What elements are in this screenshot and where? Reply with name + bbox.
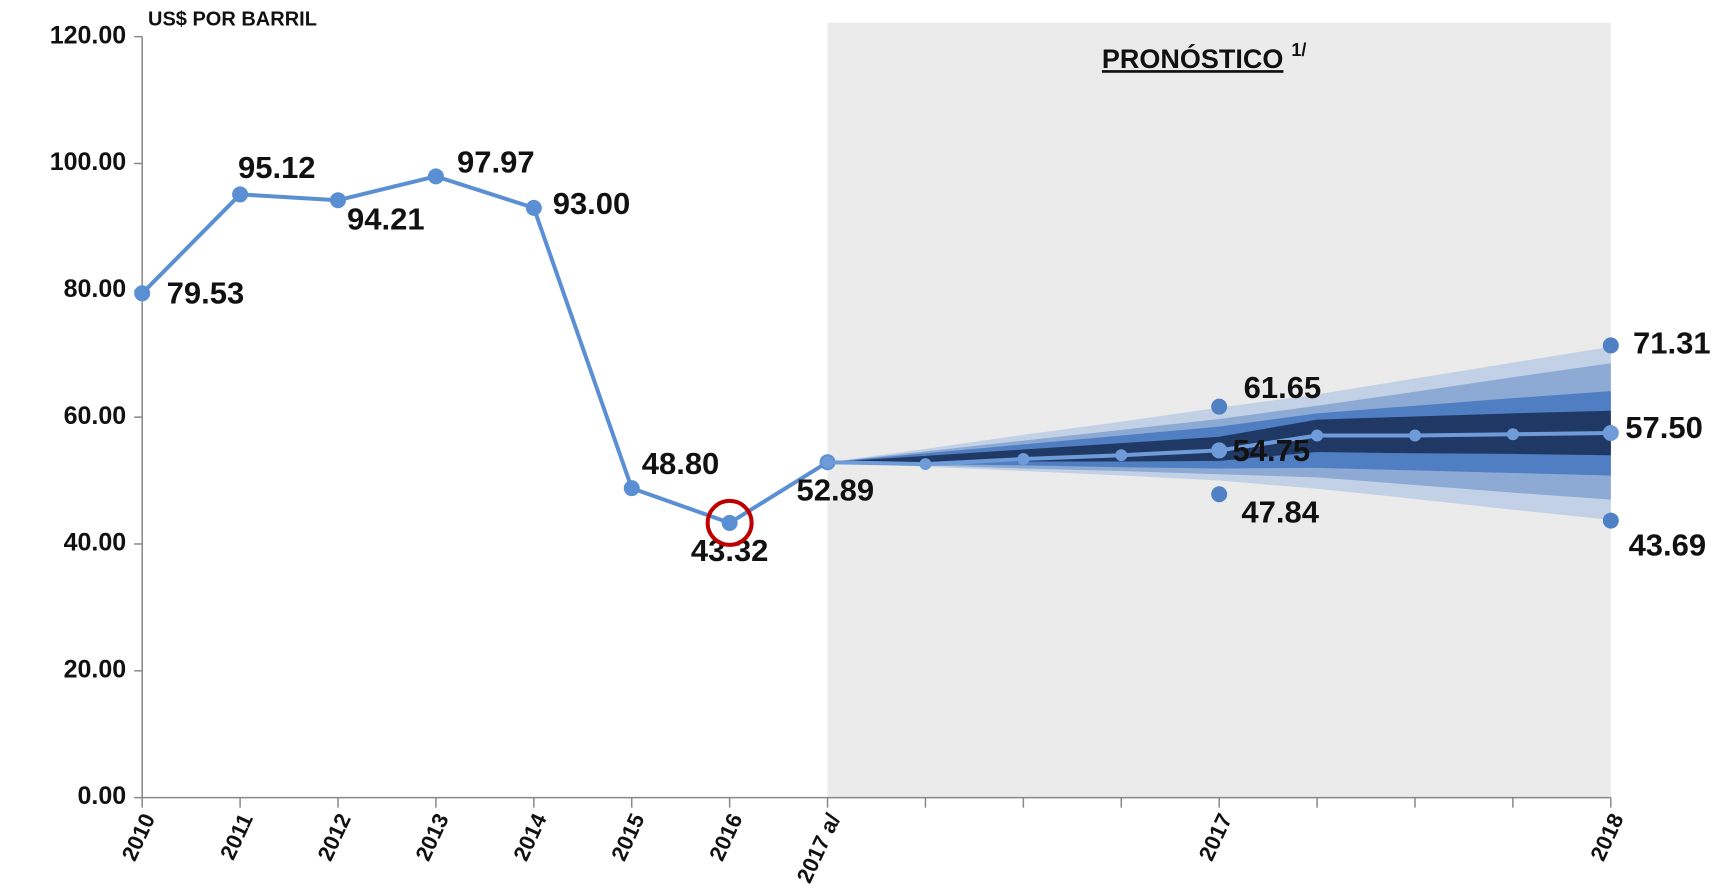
- x-tick-label: 2018: [1585, 810, 1628, 865]
- x-tick-label: 2015: [606, 810, 649, 865]
- x-tick-label: 2013: [410, 810, 453, 865]
- x-tick-label: 2012: [312, 810, 355, 865]
- y-tick-label: 40.00: [64, 529, 127, 557]
- data-label: 43.69: [1629, 527, 1707, 562]
- data-label: 54.75: [1233, 433, 1311, 468]
- data-label: 57.50: [1625, 410, 1703, 445]
- fan-band: [827, 410, 1611, 463]
- point: [919, 458, 932, 471]
- point: [721, 514, 738, 531]
- point: [1602, 337, 1619, 354]
- point: [1211, 486, 1228, 503]
- point: [1602, 512, 1619, 529]
- point: [1017, 452, 1030, 465]
- data-label: 95.12: [238, 150, 316, 185]
- y-tick-label: 120.00: [50, 21, 126, 49]
- data-label: 43.32: [691, 533, 769, 568]
- data-label: 47.84: [1241, 494, 1319, 529]
- point: [1211, 442, 1228, 459]
- data-label: 97.97: [457, 144, 535, 179]
- y-tick-label: 80.00: [64, 275, 127, 303]
- y-tick-label: 20.00: [64, 655, 127, 683]
- x-tick-label: 2014: [508, 809, 552, 865]
- point: [232, 186, 249, 203]
- line: [140, 174, 829, 525]
- forecast-annotation: PRONÓSTICO 1/: [1102, 40, 1307, 74]
- data-label: 48.80: [642, 446, 720, 481]
- point: [134, 285, 151, 302]
- x-tick-label: 2010: [117, 810, 160, 865]
- point: [623, 480, 640, 497]
- point: [1115, 449, 1128, 462]
- data-label: 94.21: [347, 201, 425, 236]
- data-label: 52.89: [797, 472, 875, 507]
- data-label: 93.00: [553, 186, 631, 221]
- x-tick-label: 2016: [704, 810, 747, 865]
- y-tick-label: 60.00: [64, 402, 127, 430]
- point: [1311, 429, 1324, 442]
- annotation-note: 1/: [1291, 40, 1306, 60]
- point: [821, 456, 834, 469]
- annotation-text: PRONÓSTICO: [1102, 43, 1284, 74]
- point: [1408, 429, 1421, 442]
- point: [1602, 424, 1619, 441]
- point: [525, 199, 542, 216]
- point: [330, 192, 347, 209]
- data-label: 61.65: [1244, 370, 1322, 405]
- x-tick-label: 2017 a/: [792, 810, 846, 887]
- highlight-ring: [705, 498, 754, 547]
- y-axis-label: US$ POR BARRIL: [148, 8, 317, 30]
- x-tick-label: 2017: [1194, 810, 1237, 865]
- x-tick-label: 2011: [215, 810, 258, 864]
- point: [1506, 428, 1519, 441]
- point: [1211, 398, 1228, 415]
- y-tick-label: 0.00: [78, 782, 127, 810]
- data-label: 79.53: [167, 276, 245, 311]
- y-tick-label: 100.00: [50, 148, 126, 176]
- data-label: 71.31: [1633, 326, 1711, 361]
- point: [427, 168, 444, 185]
